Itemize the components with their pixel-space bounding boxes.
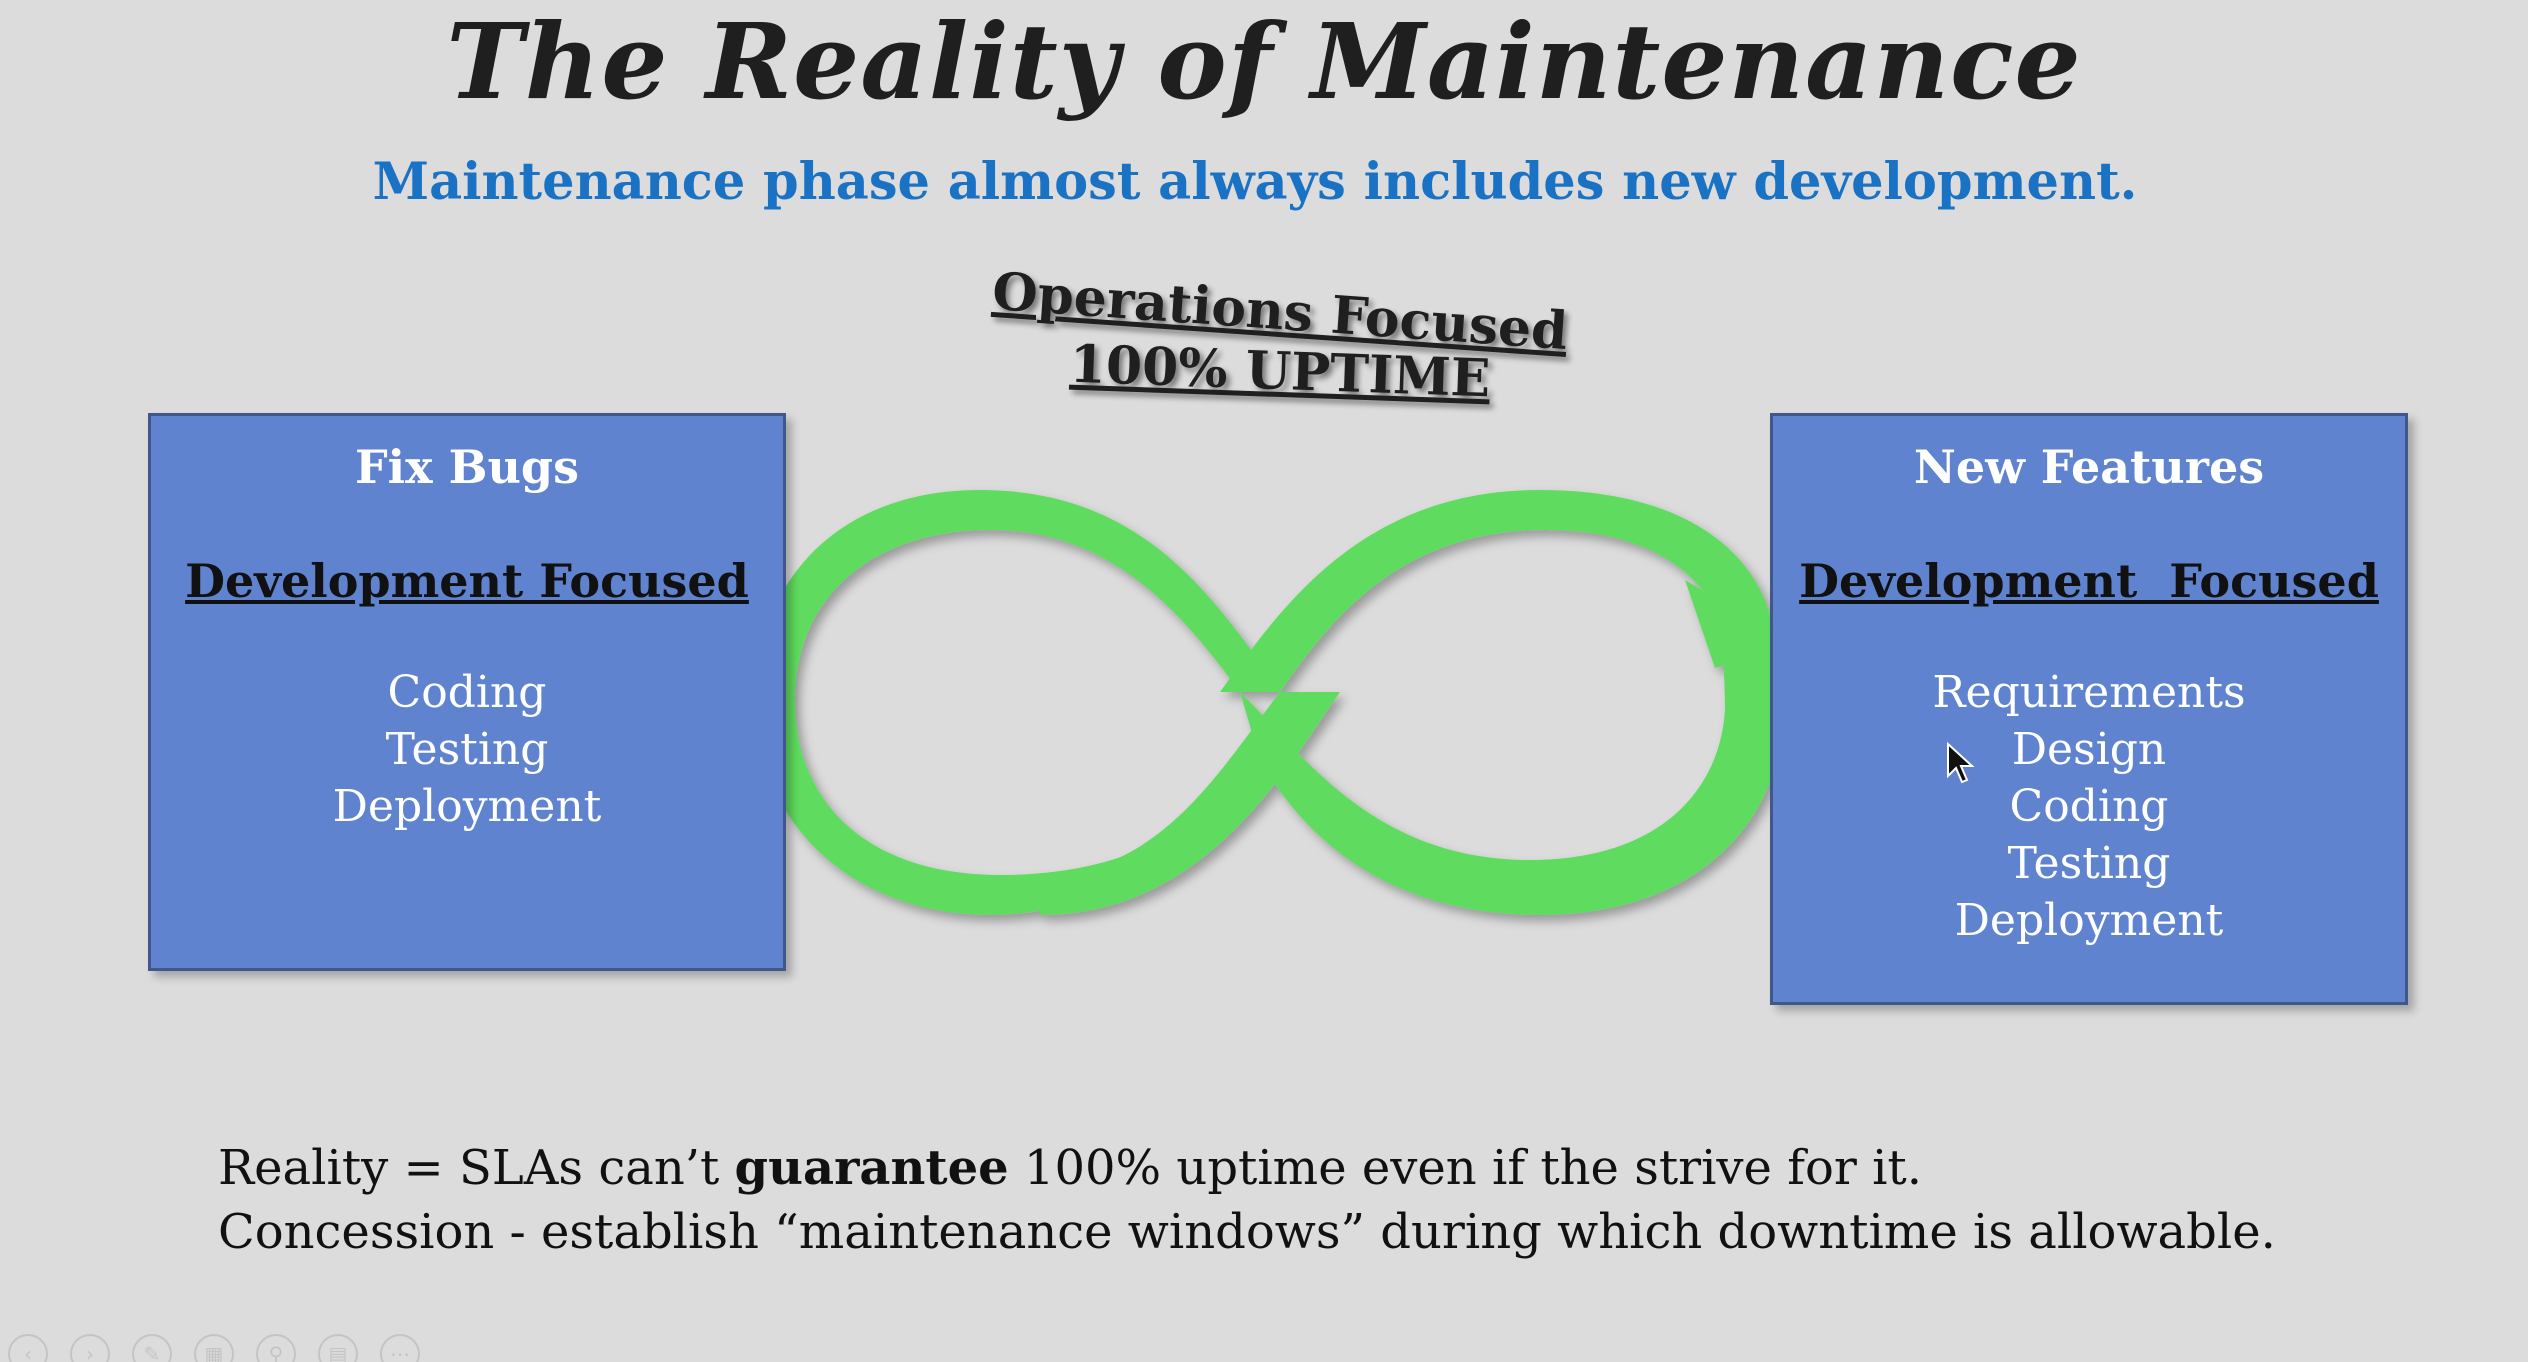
slides-grid-icon[interactable]: ▦ [194,1334,234,1362]
list-item: Coding [387,667,547,718]
slide-title: The Reality of Maintenance [446,0,2082,123]
reality-text: Reality = SLAs can’t [218,1140,735,1196]
infinity-lower-band [1040,692,1340,915]
fix-bugs-box: Fix Bugs Development Focused Coding Test… [148,413,786,971]
new-features-box: New Features Development Focused Require… [1770,413,2408,1005]
infinity-loop-arrow-icon [755,490,1790,915]
fix-bugs-title: Fix Bugs [355,440,579,494]
list-item: Deployment [1954,895,2224,946]
reality-text-end: 100% uptime even if the strive for it. [1008,1140,1922,1196]
next-slide-icon[interactable]: › [70,1334,110,1362]
fix-bugs-focus: Development Focused [185,554,749,608]
concession-line: Concession - establish “maintenance wind… [218,1204,2276,1260]
list-item: Design [2011,724,2167,775]
infinity-right-lobe [1240,692,1785,915]
list-item: Testing [385,724,549,775]
mouse-pointer-icon [1947,742,1975,784]
list-item: Requirements [1932,667,2246,718]
reality-line: Reality = SLAs can’t guarantee 100% upti… [218,1136,2276,1200]
slide-subtitle: Maintenance phase almost always includes… [372,152,2138,212]
zoom-icon[interactable]: ⚲ [256,1334,296,1362]
new-features-focus: Development Focused [1799,554,2379,608]
slide-notes: Reality = SLAs can’t guarantee 100% upti… [218,1136,2276,1264]
list-item: Coding [2009,781,2169,832]
list-item: Deployment [332,781,602,832]
list-item: Testing [2007,838,2171,889]
new-features-title: New Features [1913,440,2265,494]
presentation-toolbar: ‹ › ✎ ▦ ⚲ ▤ ⋯ [8,1334,420,1362]
pen-icon[interactable]: ✎ [132,1334,172,1362]
guarantee-text: guarantee [734,1140,1009,1196]
fix-bugs-list: Coding Testing Deployment [151,664,783,835]
new-features-list: Requirements Design Coding Testing Deplo… [1773,664,2405,949]
arrow-head-icon [1685,580,1790,668]
previous-slide-icon[interactable]: ‹ [8,1334,48,1362]
operations-label: Operations Focused 100% UPTIME [940,261,1620,409]
more-options-icon[interactable]: ⋯ [380,1334,420,1362]
infinity-crossing-band [1220,490,1765,692]
subtitles-icon[interactable]: ▤ [318,1334,358,1362]
